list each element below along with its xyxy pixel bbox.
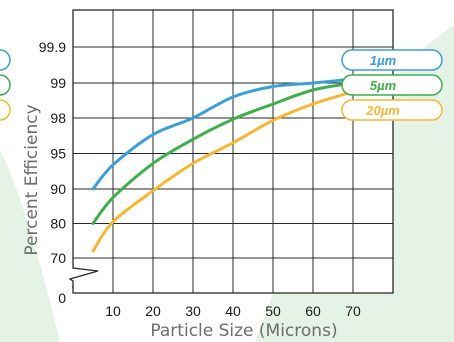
green-wash-left <box>0 150 60 342</box>
x-tick-label: 40 <box>225 303 241 319</box>
x-tick-label: 20 <box>145 303 161 319</box>
grid <box>72 9 394 294</box>
y-tick-label: 99.9 <box>39 39 66 55</box>
y-tick-label: 70 <box>50 250 66 266</box>
series-lines <box>91 77 355 253</box>
series-line-3 <box>91 90 355 253</box>
y-tick-label: 80 <box>50 216 66 232</box>
legend-label: 20µm <box>365 103 400 118</box>
legend-item-2: 5µm <box>341 74 443 96</box>
x-tick-label: 70 <box>345 303 361 319</box>
x-tick-label: 60 <box>305 303 321 319</box>
legend-pill-cropped <box>0 99 11 121</box>
axis-break <box>60 263 99 288</box>
y-tick-label: 0 <box>58 290 66 306</box>
legend-label: 5µm <box>370 78 397 93</box>
legend-item-1: 1µm <box>341 49 443 71</box>
y-tick-label: 99 <box>50 75 66 91</box>
y-tick-labels: 0 70 80 90 95 98 99 99.9 <box>39 39 66 306</box>
y-tick-label: 98 <box>50 110 66 126</box>
y-tick-label: 90 <box>50 181 66 197</box>
legend-pill <box>341 74 443 96</box>
plot-border <box>72 9 394 294</box>
y-axis-title: Percent Efficiency <box>22 104 42 255</box>
legend-item-3: 20µm <box>341 99 443 121</box>
series-line-2 <box>91 81 355 225</box>
x-tick-label: 10 <box>105 303 121 319</box>
x-tick-labels: 10 20 30 40 50 60 70 <box>105 303 361 319</box>
x-axis-title: Particle Size (Microns) <box>150 321 337 341</box>
y-tick-label: 95 <box>50 146 66 162</box>
series-line-1 <box>91 77 355 191</box>
x-tick-label: 30 <box>185 303 201 319</box>
legend-pill <box>341 99 443 121</box>
legend: 1µm 5µm 20µm <box>0 49 443 121</box>
legend-pill-cropped <box>0 74 11 96</box>
axis-break-zigzag <box>68 263 99 288</box>
legend-label: 1µm <box>370 53 397 68</box>
x-tick-label: 50 <box>265 303 281 319</box>
legend-pill-cropped <box>0 49 11 71</box>
legend-pill <box>341 49 443 71</box>
